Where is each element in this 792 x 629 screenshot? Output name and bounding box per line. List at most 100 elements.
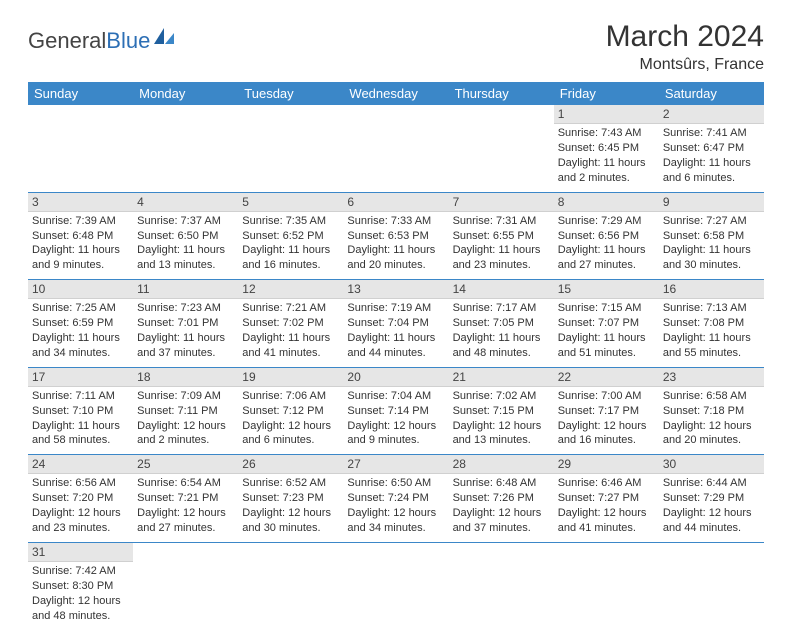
brand-part1: General [28,28,106,54]
day-number: 9 [659,193,764,212]
sunset-line: Sunset: 6:52 PM [242,229,339,244]
day-number: 23 [659,368,764,387]
weekday-header: Monday [133,82,238,105]
day-number: 28 [449,455,554,474]
sunset-line: Sunset: 6:47 PM [663,141,760,156]
location: Montsûrs, France [606,56,764,74]
sunset-line: Sunset: 7:11 PM [137,404,234,419]
daylight-line: Daylight: 12 hours and 48 minutes. [32,594,129,624]
sunrise-line: Sunrise: 6:48 AM [453,476,550,491]
sunset-line: Sunset: 7:17 PM [558,404,655,419]
day-number: 16 [659,280,764,299]
daylight-line: Daylight: 11 hours and 23 minutes. [453,243,550,273]
day-number: 18 [133,368,238,387]
daylight-line: Daylight: 12 hours and 2 minutes. [137,419,234,449]
sunrise-line: Sunrise: 6:44 AM [663,476,760,491]
daylight-line: Daylight: 11 hours and 37 minutes. [137,331,234,361]
calendar-day-cell: 16 Sunrise: 7:13 AMSunset: 7:08 PMDayligh… [659,280,764,368]
day-number: 25 [133,455,238,474]
sunrise-line: Sunrise: 7:09 AM [137,389,234,404]
calendar-day-cell: 6Sunrise: 7:33 AMSunset: 6:53 PMDaylight… [343,192,448,280]
sunset-line: Sunset: 7:21 PM [137,491,234,506]
day-number: 2 [659,105,764,124]
calendar-day-cell: 25Sunrise: 6:54 AMSunset: 7:21 PMDayligh… [133,455,238,543]
day-number: 1 [554,105,659,124]
sunrise-line: Sunrise: 7:42 AM [32,564,129,579]
daylight-line: Daylight: 11 hours and 55 minutes. [663,331,760,361]
calendar-day-cell: 18 Sunrise: 7:09 AMSunset: 7:11 PMDayligh… [133,367,238,455]
sunset-line: Sunset: 6:53 PM [347,229,444,244]
sunset-line: Sunset: 7:26 PM [453,491,550,506]
calendar-day-cell [133,105,238,192]
sunset-line: Sunset: 6:50 PM [137,229,234,244]
sunset-line: Sunset: 6:58 PM [663,229,760,244]
calendar-day-cell: 8Sunrise: 7:29 AMSunset: 6:56 PMDaylight… [554,192,659,280]
daylight-line: Daylight: 11 hours and 34 minutes. [32,331,129,361]
calendar-day-cell: 10Sunrise: 7:25 AMSunset: 6:59 PMDayligh… [28,280,133,368]
day-number: 13 [343,280,448,299]
daylight-line: Daylight: 12 hours and 37 minutes. [453,506,550,536]
calendar-day-cell: 9Sunrise: 7:27 AMSunset: 6:58 PMDaylight… [659,192,764,280]
day-number: 17 [28,368,133,387]
weekday-header: Saturday [659,82,764,105]
sunset-line: Sunset: 7:20 PM [32,491,129,506]
calendar-day-cell: 31Sunrise: 7:42 AMSunset: 8:30 PMDayligh… [28,542,133,629]
daylight-line: Daylight: 12 hours and 23 minutes. [32,506,129,536]
calendar-week-row: 24Sunrise: 6:56 AMSunset: 7:20 PMDayligh… [28,455,764,543]
calendar-week-row: 3Sunrise: 7:39 AMSunset: 6:48 PMDaylight… [28,192,764,280]
sail-icon [152,26,176,52]
day-number: 20 [343,368,448,387]
sunrise-line: Sunrise: 7:31 AM [453,214,550,229]
calendar-day-cell: 23Sunrise: 6:58 AMSunset: 7:18 PMDayligh… [659,367,764,455]
sunrise-line: Sunrise: 7:15 AM [558,301,655,316]
calendar-day-cell: 22Sunrise: 7:00 AMSunset: 7:17 PMDayligh… [554,367,659,455]
daylight-line: Daylight: 12 hours and 34 minutes. [347,506,444,536]
sunrise-line: Sunrise: 7:43 AM [558,126,655,141]
day-number: 6 [343,193,448,212]
sunrise-line: Sunrise: 7:06 AM [242,389,339,404]
sunset-line: Sunset: 7:08 PM [663,316,760,331]
sunrise-line: Sunrise: 7:25 AM [32,301,129,316]
weekday-header: Thursday [449,82,554,105]
sunset-line: Sunset: 7:12 PM [242,404,339,419]
calendar-day-cell: 2Sunrise: 7:41 AMSunset: 6:47 PMDaylight… [659,105,764,192]
calendar-day-cell: 3Sunrise: 7:39 AMSunset: 6:48 PMDaylight… [28,192,133,280]
day-number: 30 [659,455,764,474]
calendar-day-cell [28,105,133,192]
header: GeneralBlue March 2024 Montsûrs, France [28,20,764,74]
daylight-line: Daylight: 11 hours and 44 minutes. [347,331,444,361]
sunset-line: Sunset: 7:04 PM [347,316,444,331]
calendar-day-cell: 15Sunrise: 7:15 AMSunset: 7:07 PMDayligh… [554,280,659,368]
daylight-line: Daylight: 12 hours and 44 minutes. [663,506,760,536]
calendar-day-cell [343,105,448,192]
sunset-line: Sunset: 7:18 PM [663,404,760,419]
daylight-line: Daylight: 12 hours and 6 minutes. [242,419,339,449]
sunrise-line: Sunrise: 7:13 AM [663,301,760,316]
calendar-day-cell: 12Sunrise: 7:21 AMSunset: 7:02 PMDayligh… [238,280,343,368]
calendar-week-row: 17Sunrise: 7:11 AMSunset: 7:10 PMDayligh… [28,367,764,455]
day-number: 7 [449,193,554,212]
sunrise-line: Sunrise: 7:37 AM [137,214,234,229]
brand-part2: Blue [106,28,150,54]
daylight-line: Daylight: 12 hours and 41 minutes. [558,506,655,536]
calendar-week-row: 31Sunrise: 7:42 AMSunset: 8:30 PMDayligh… [28,542,764,629]
calendar-week-row: 10Sunrise: 7:25 AMSunset: 6:59 PMDayligh… [28,280,764,368]
sunset-line: Sunset: 7:24 PM [347,491,444,506]
day-number: 12 [238,280,343,299]
daylight-line: Daylight: 11 hours and 58 minutes. [32,419,129,449]
daylight-line: Daylight: 11 hours and 6 minutes. [663,156,760,186]
daylight-line: Daylight: 12 hours and 20 minutes. [663,419,760,449]
sunset-line: Sunset: 7:10 PM [32,404,129,419]
sunset-line: Sunset: 7:14 PM [347,404,444,419]
day-number: 27 [343,455,448,474]
sunrise-line: Sunrise: 6:56 AM [32,476,129,491]
calendar-day-cell: 11Sunrise: 7:23 AMSunset: 7:01 PMDayligh… [133,280,238,368]
sunrise-line: Sunrise: 6:50 AM [347,476,444,491]
sunrise-line: Sunrise: 7:29 AM [558,214,655,229]
sunrise-line: Sunrise: 6:52 AM [242,476,339,491]
day-number: 19 [238,368,343,387]
calendar-day-cell [238,542,343,629]
page-title: March 2024 [606,20,764,54]
sunset-line: Sunset: 6:55 PM [453,229,550,244]
daylight-line: Daylight: 12 hours and 30 minutes. [242,506,339,536]
